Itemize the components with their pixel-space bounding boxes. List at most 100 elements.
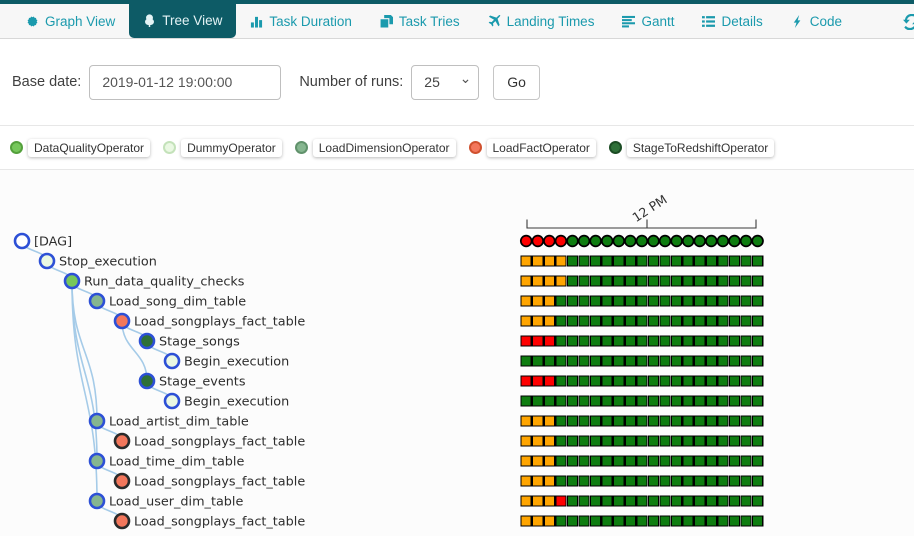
task-instance-cell[interactable] xyxy=(601,315,613,327)
task-instance-cell[interactable] xyxy=(751,435,764,447)
task-instance-cell[interactable] xyxy=(717,255,729,267)
task-instance-cell[interactable] xyxy=(589,335,602,347)
task-instance-cell[interactable] xyxy=(705,275,717,287)
task-instance-cell[interactable] xyxy=(740,315,752,327)
task-instance-cell[interactable] xyxy=(659,435,671,447)
task-instance-cell[interactable] xyxy=(624,355,637,367)
task-instance-cell[interactable] xyxy=(728,515,741,527)
task-instance-cell[interactable] xyxy=(601,355,613,367)
task-instance-cell[interactable] xyxy=(647,275,660,287)
tab-graph-view[interactable]: Graph View xyxy=(12,4,129,38)
task-instance-cell[interactable] xyxy=(636,495,648,507)
task-instance-cell[interactable] xyxy=(613,275,625,287)
task-instance-cell[interactable] xyxy=(532,495,544,507)
task-instance-cell[interactable] xyxy=(694,375,706,387)
task-instance-cell[interactable] xyxy=(740,495,752,507)
task-instance-cell[interactable] xyxy=(670,455,683,467)
task-instance-cell[interactable] xyxy=(624,375,637,387)
task-instance-cell[interactable] xyxy=(624,515,637,527)
task-instance-cell[interactable] xyxy=(555,295,567,307)
task-instance-cell[interactable] xyxy=(601,375,613,387)
task-instance-cell[interactable] xyxy=(659,275,671,287)
task-instance-cell[interactable] xyxy=(601,475,613,487)
task-instance-cell[interactable] xyxy=(717,475,729,487)
dag-run-circle[interactable] xyxy=(658,234,672,248)
task-instance-cell[interactable] xyxy=(566,335,579,347)
task-instance-cell[interactable] xyxy=(543,435,556,447)
tab-gantt[interactable]: Gantt xyxy=(608,4,688,38)
task-instance-cell[interactable] xyxy=(670,255,683,267)
task-node[interactable] xyxy=(88,412,106,430)
task-instance-cell[interactable] xyxy=(659,335,671,347)
task-instance-cell[interactable] xyxy=(670,475,683,487)
task-instance-cell[interactable] xyxy=(520,255,532,267)
task-instance-cell[interactable] xyxy=(728,375,741,387)
task-instance-cell[interactable] xyxy=(624,295,637,307)
task-instance-cell[interactable] xyxy=(613,355,625,367)
task-instance-cell[interactable] xyxy=(532,315,544,327)
task-instance-cell[interactable] xyxy=(636,415,648,427)
dag-run-circle[interactable] xyxy=(566,234,579,248)
dag-run-circle[interactable] xyxy=(681,234,695,248)
task-instance-cell[interactable] xyxy=(670,495,683,507)
task-instance-cell[interactable] xyxy=(636,295,648,307)
task-instance-cell[interactable] xyxy=(647,475,660,487)
task-instance-cell[interactable] xyxy=(659,375,671,387)
dag-run-circle[interactable] xyxy=(543,234,556,248)
task-instance-cell[interactable] xyxy=(751,475,764,487)
tab-code[interactable]: Code xyxy=(777,4,856,38)
task-instance-cell[interactable] xyxy=(532,295,544,307)
dag-run-circle[interactable] xyxy=(670,234,683,248)
task-instance-cell[interactable] xyxy=(578,355,590,367)
dag-run-circle[interactable] xyxy=(612,234,626,248)
dag-run-circle[interactable] xyxy=(519,234,533,248)
task-node[interactable] xyxy=(113,312,131,330)
task-instance-cell[interactable] xyxy=(589,435,602,447)
task-instance-cell[interactable] xyxy=(751,455,764,467)
task-instance-cell[interactable] xyxy=(728,395,741,407)
task-instance-cell[interactable] xyxy=(589,395,602,407)
task-instance-cell[interactable] xyxy=(728,435,741,447)
task-instance-cell[interactable] xyxy=(532,355,544,367)
task-instance-cell[interactable] xyxy=(717,415,729,427)
task-instance-cell[interactable] xyxy=(682,415,694,427)
dag-run-circle[interactable] xyxy=(589,234,602,248)
task-instance-cell[interactable] xyxy=(694,395,706,407)
task-instance-cell[interactable] xyxy=(543,355,556,367)
task-instance-cell[interactable] xyxy=(543,275,556,287)
task-instance-cell[interactable] xyxy=(520,415,532,427)
task-instance-cell[interactable] xyxy=(682,435,694,447)
task-instance-cell[interactable] xyxy=(578,395,590,407)
task-instance-cell[interactable] xyxy=(728,335,741,347)
task-instance-cell[interactable] xyxy=(740,455,752,467)
task-instance-cell[interactable] xyxy=(728,295,741,307)
task-instance-cell[interactable] xyxy=(751,275,764,287)
task-instance-cell[interactable] xyxy=(589,475,602,487)
task-instance-cell[interactable] xyxy=(555,435,567,447)
task-instance-cell[interactable] xyxy=(740,515,752,527)
task-instance-cell[interactable] xyxy=(543,395,556,407)
task-instance-cell[interactable] xyxy=(717,315,729,327)
task-instance-cell[interactable] xyxy=(694,335,706,347)
task-instance-cell[interactable] xyxy=(578,415,590,427)
task-instance-cell[interactable] xyxy=(740,335,752,347)
task-instance-cell[interactable] xyxy=(659,395,671,407)
task-instance-cell[interactable] xyxy=(543,515,556,527)
task-instance-cell[interactable] xyxy=(555,455,567,467)
task-instance-cell[interactable] xyxy=(682,335,694,347)
task-instance-cell[interactable] xyxy=(613,315,625,327)
task-instance-cell[interactable] xyxy=(578,275,590,287)
task-instance-cell[interactable] xyxy=(624,475,637,487)
task-instance-cell[interactable] xyxy=(520,435,532,447)
task-instance-cell[interactable] xyxy=(543,375,556,387)
task-instance-cell[interactable] xyxy=(636,315,648,327)
task-instance-cell[interactable] xyxy=(555,515,567,527)
dag-run-circle[interactable] xyxy=(739,234,753,248)
task-instance-cell[interactable] xyxy=(728,355,741,367)
task-instance-cell[interactable] xyxy=(566,515,579,527)
task-instance-cell[interactable] xyxy=(613,335,625,347)
task-instance-cell[interactable] xyxy=(520,355,532,367)
task-instance-cell[interactable] xyxy=(682,395,694,407)
task-instance-cell[interactable] xyxy=(520,495,532,507)
task-instance-cell[interactable] xyxy=(624,455,637,467)
